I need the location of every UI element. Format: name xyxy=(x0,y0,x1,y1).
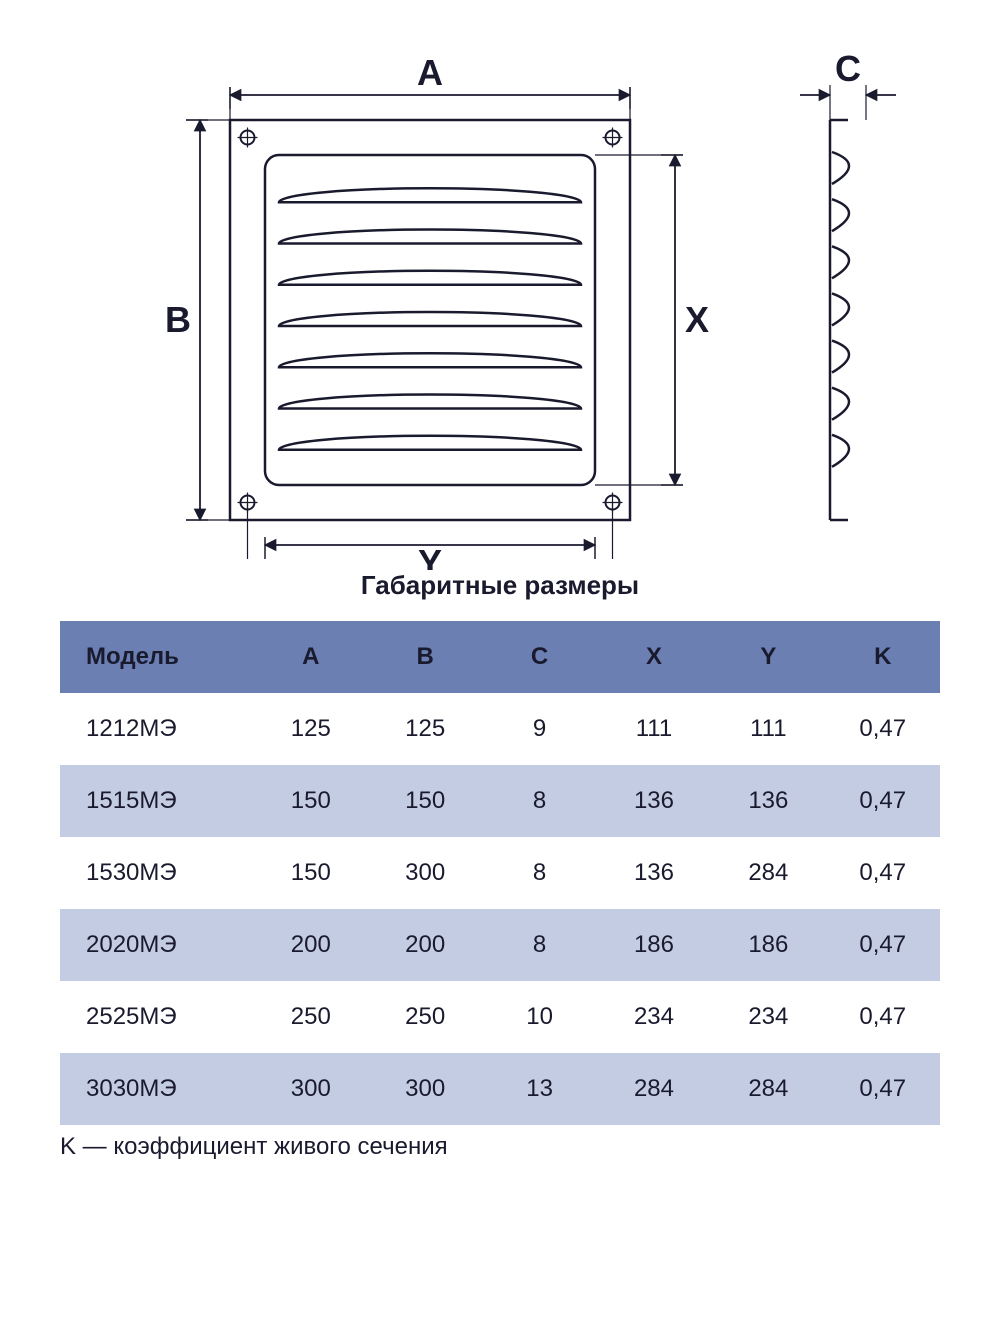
table-cell: 234 xyxy=(711,981,825,1053)
table-cell: 8 xyxy=(482,909,596,981)
footnote: K — коэффициент живого сечения xyxy=(60,1133,940,1161)
table-cell: 250 xyxy=(254,981,368,1053)
table-cell: 200 xyxy=(368,909,482,981)
table-cell: 8 xyxy=(482,837,596,909)
table-cell: 284 xyxy=(711,1053,825,1125)
table-cell: 150 xyxy=(254,837,368,909)
table-cell: 111 xyxy=(711,693,825,765)
table-cell: 13 xyxy=(482,1053,596,1125)
table-cell: 10 xyxy=(482,981,596,1053)
svg-text:B: B xyxy=(165,299,191,340)
table-cell: 284 xyxy=(597,1053,711,1125)
column-header: X xyxy=(597,621,711,693)
table-cell: 0,47 xyxy=(826,1053,940,1125)
column-header: A xyxy=(254,621,368,693)
table-cell: 8 xyxy=(482,765,596,837)
table-cell: 284 xyxy=(711,837,825,909)
table-cell: 300 xyxy=(254,1053,368,1125)
svg-text:Y: Y xyxy=(418,542,442,570)
table-cell: 0,47 xyxy=(826,693,940,765)
svg-text:A: A xyxy=(417,52,443,93)
column-header: Модель xyxy=(60,621,254,693)
column-header: K xyxy=(826,621,940,693)
column-header: C xyxy=(482,621,596,693)
table-cell: 136 xyxy=(597,837,711,909)
dimensions-table: МодельABCXYK 1212МЭ12512591111110,471515… xyxy=(60,621,940,1125)
table-cell: 111 xyxy=(597,693,711,765)
table-header-row: МодельABCXYK xyxy=(60,621,940,693)
table-title: Габаритные размеры xyxy=(60,570,940,601)
table-cell: 0,47 xyxy=(826,765,940,837)
table-cell: 300 xyxy=(368,1053,482,1125)
table-cell: 3030МЭ xyxy=(60,1053,254,1125)
table-cell: 0,47 xyxy=(826,981,940,1053)
table-row: 2525МЭ250250102342340,47 xyxy=(60,981,940,1053)
table-body: 1212МЭ12512591111110,471515МЭ15015081361… xyxy=(60,693,940,1125)
table-row: 2020МЭ20020081861860,47 xyxy=(60,909,940,981)
table-cell: 0,47 xyxy=(826,909,940,981)
technical-diagram: ABXYC xyxy=(60,40,940,550)
table-cell: 136 xyxy=(597,765,711,837)
table-cell: 234 xyxy=(597,981,711,1053)
table-cell: 186 xyxy=(597,909,711,981)
table-cell: 136 xyxy=(711,765,825,837)
table-cell: 300 xyxy=(368,837,482,909)
table-row: 1515МЭ15015081361360,47 xyxy=(60,765,940,837)
table-cell: 9 xyxy=(482,693,596,765)
table-cell: 1515МЭ xyxy=(60,765,254,837)
column-header: Y xyxy=(711,621,825,693)
table-row: 1530МЭ15030081362840,47 xyxy=(60,837,940,909)
table-row: 1212МЭ12512591111110,47 xyxy=(60,693,940,765)
table-cell: 125 xyxy=(254,693,368,765)
column-header: B xyxy=(368,621,482,693)
table-cell: 125 xyxy=(368,693,482,765)
svg-text:X: X xyxy=(685,299,709,340)
table-cell: 150 xyxy=(368,765,482,837)
table-cell: 186 xyxy=(711,909,825,981)
table-row: 3030МЭ300300132842840,47 xyxy=(60,1053,940,1125)
table-cell: 2525МЭ xyxy=(60,981,254,1053)
table-cell: 1212МЭ xyxy=(60,693,254,765)
table-cell: 2020МЭ xyxy=(60,909,254,981)
table-cell: 1530МЭ xyxy=(60,837,254,909)
table-cell: 200 xyxy=(254,909,368,981)
table-cell: 0,47 xyxy=(826,837,940,909)
table-cell: 150 xyxy=(254,765,368,837)
svg-text:C: C xyxy=(835,48,861,89)
page: ABXYC Габаритные размеры МодельABCXYK 12… xyxy=(0,0,1000,1221)
table-cell: 250 xyxy=(368,981,482,1053)
